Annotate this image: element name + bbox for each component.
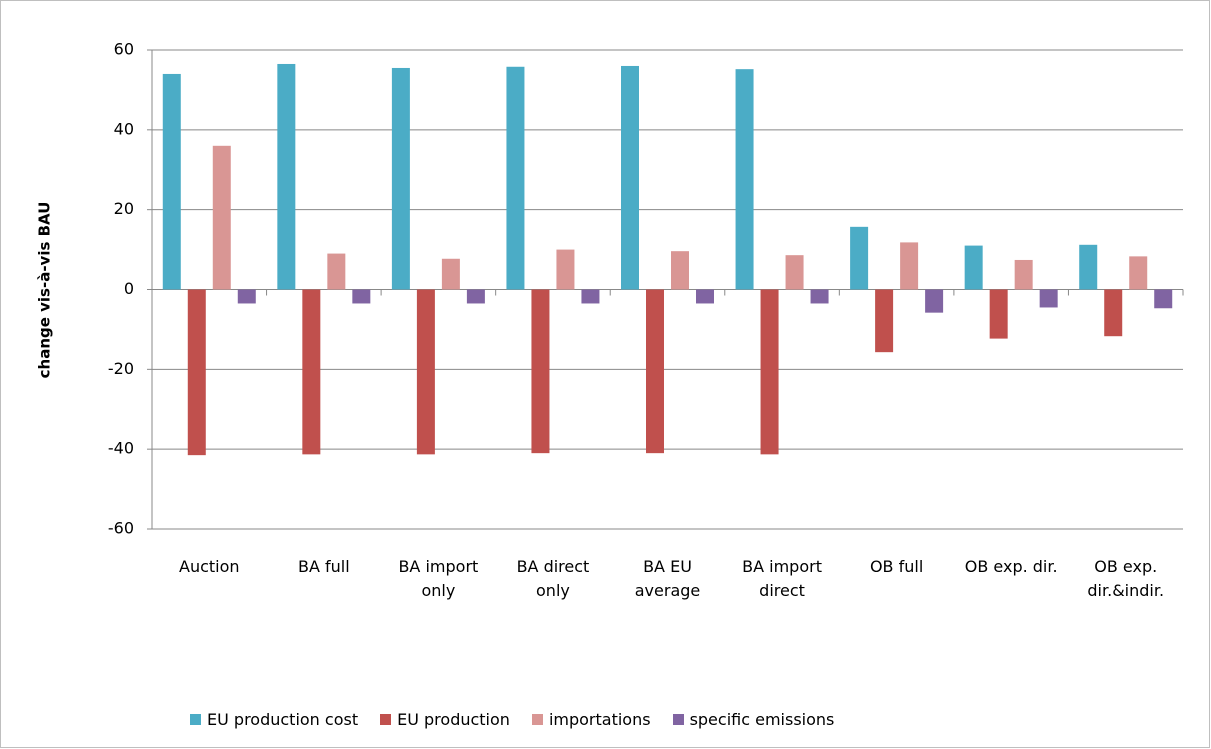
x-tick-label: BA import direct [742,557,822,600]
bar [989,289,1008,339]
bar [466,289,485,304]
bar [352,289,371,304]
x-tick-label: BA direct only [516,557,590,600]
bar [1039,289,1058,308]
legend-label: importations [548,710,651,729]
legend-swatch [190,714,201,725]
bar [925,289,944,313]
bar [1129,256,1148,290]
bar [506,66,525,290]
bar [760,289,779,455]
y-tick-label: 60 [114,40,134,59]
bar [621,65,639,290]
y-axis-title: change vis-à-vis BAU [36,202,54,379]
legend-item: importations [531,710,651,729]
bar [237,289,256,304]
bar [162,73,181,290]
y-tick-label: -20 [108,359,134,378]
x-tick-label: BA EU average [634,557,701,600]
bar [1014,259,1033,290]
bar [302,289,321,455]
bar [964,245,983,290]
bar [556,249,575,290]
bar [327,253,346,290]
bar [850,226,869,290]
bar [900,242,919,290]
bar [416,289,435,455]
legend-label: EU production [397,710,510,729]
bar [1079,244,1098,290]
bar [785,255,804,290]
legend-label: specific emissions [689,710,835,729]
x-tick-label: OB exp. dir.&indir. [1087,557,1165,600]
y-tick-label: 40 [114,119,134,138]
bar [187,289,206,456]
bar [581,289,600,304]
y-tick-label: -60 [108,519,134,538]
bar [875,289,894,353]
legend-item: EU production cost [190,710,358,729]
y-tick-label: -40 [108,439,134,458]
bar [810,289,829,304]
y-tick-label: 0 [124,279,134,298]
legend-swatch [531,714,543,725]
x-tick-label: BA import only [398,557,479,600]
bar [441,258,460,290]
x-tick-label: BA full [297,557,350,576]
legend-swatch [380,714,392,725]
bar [696,289,714,304]
bar [735,69,754,290]
legend-swatch [672,714,684,725]
legend: EU production cost EU production importati… [190,710,834,729]
y-tick-label: 20 [114,199,134,218]
legend-item: specific emissions [672,710,835,729]
bar [531,289,550,454]
bar [1154,289,1173,309]
bar [212,145,231,290]
bar [391,67,410,290]
bar [1104,289,1123,337]
bar [277,63,296,290]
x-tick-label: OB exp. dir. [964,557,1058,576]
legend-item: EU production [380,710,510,729]
x-tick-label: OB full [869,557,924,576]
legend-label: EU production cost [207,710,359,729]
x-tick-label: Auction [179,557,240,576]
bar [671,251,689,290]
bar [646,289,664,454]
